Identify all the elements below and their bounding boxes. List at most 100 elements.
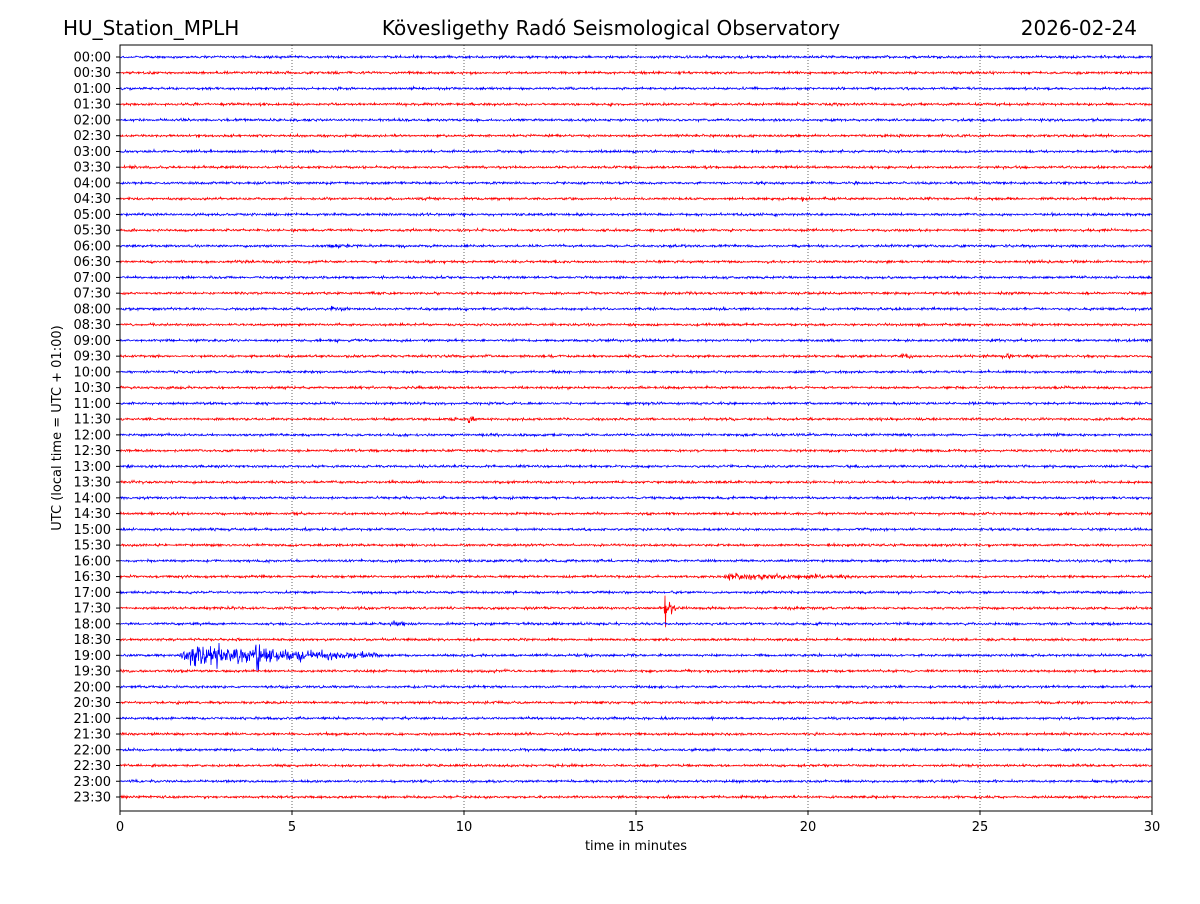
y-tick-label: 07:00 — [74, 271, 111, 286]
x-axis: 0 5 10 15 20 25 30 — [116, 811, 1160, 835]
y-tick-label: 21:00 — [74, 712, 111, 727]
y-tick-label: 11:30 — [74, 413, 111, 428]
y-tick-label: 13:00 — [74, 460, 111, 475]
y-tick-label: 01:30 — [74, 98, 111, 113]
trace-0500 — [120, 211, 1153, 218]
trace-0630 — [119, 258, 1153, 266]
trace-2200 — [119, 746, 1153, 753]
trace-1630 — [119, 572, 1153, 581]
y-tick-label: 23:30 — [74, 791, 111, 806]
trace-2330 — [119, 794, 1153, 800]
station-label: HU_Station_MPLH — [63, 16, 239, 40]
y-tick-label: 02:00 — [74, 113, 111, 128]
x-tick-label: 25 — [972, 820, 989, 835]
trace-2100 — [119, 715, 1153, 722]
trace-0100 — [119, 85, 1153, 92]
y-tick-label: 07:30 — [74, 287, 111, 302]
trace-0130 — [119, 100, 1153, 108]
y-tick-label: 04:30 — [74, 192, 111, 207]
y-tick-label: 18:30 — [74, 633, 111, 648]
y-axis-label: UTC (local time = UTC + 01:00) — [50, 325, 65, 530]
trace-1030 — [119, 384, 1153, 391]
y-tick-label: 17:30 — [74, 602, 111, 617]
trace-0200 — [119, 116, 1153, 124]
date-label: 2026-02-24 — [1021, 16, 1137, 40]
y-tick-label: 12:30 — [74, 444, 111, 459]
trace-2000 — [119, 683, 1153, 690]
x-tick-label: 5 — [288, 820, 296, 835]
x-tick-label: 10 — [456, 820, 473, 835]
trace-0700 — [120, 274, 1153, 281]
trace-0330 — [119, 164, 1153, 171]
y-tick-label: 19:00 — [74, 649, 111, 664]
y-tick-label: 15:00 — [74, 523, 111, 538]
y-tick-label: 14:30 — [74, 507, 111, 522]
y-tick-label: 20:00 — [74, 680, 111, 695]
trace-0030 — [119, 69, 1153, 76]
trace-2300 — [120, 778, 1153, 785]
y-tick-label: 03:30 — [74, 161, 111, 176]
trace-1830 — [119, 636, 1153, 643]
y-tick-label: 16:30 — [74, 570, 111, 585]
y-tick-label: 23:00 — [74, 775, 111, 790]
trace-0000 — [119, 53, 1153, 60]
trace-0730 — [119, 290, 1153, 297]
trace-0600 — [119, 242, 1153, 250]
y-tick-label: 08:00 — [74, 302, 111, 317]
x-tick-label: 30 — [1144, 820, 1161, 835]
trace-1930 — [119, 667, 1153, 674]
y-tick-label: 13:30 — [74, 476, 111, 491]
y-tick-label: 05:30 — [74, 224, 111, 239]
y-tick-label: 02:30 — [74, 129, 111, 144]
y-tick-label: 15:30 — [74, 539, 111, 554]
trace-1230 — [119, 447, 1153, 454]
trace-1200 — [119, 431, 1153, 439]
y-tick-label: 16:00 — [74, 554, 111, 569]
y-tick-label: 05:00 — [74, 208, 111, 223]
y-tick-label: 21:30 — [74, 728, 111, 743]
y-tick-label: 17:00 — [74, 586, 111, 601]
y-tick-label: 10:30 — [74, 381, 111, 396]
y-tick-label: 14:00 — [74, 491, 111, 506]
y-tick-label: 06:00 — [74, 239, 111, 254]
trace-1800 — [119, 620, 1153, 627]
y-tick-label: 11:00 — [74, 397, 111, 412]
x-tick-label: 0 — [116, 820, 124, 835]
trace-1530 — [119, 541, 1153, 549]
trace-0230 — [119, 132, 1153, 139]
trace-0930 — [119, 352, 1153, 360]
traces — [119, 53, 1153, 800]
x-tick-label: 20 — [800, 820, 817, 835]
trace-1600 — [119, 557, 1153, 565]
trace-0900 — [119, 337, 1153, 344]
y-tick-label: 04:00 — [74, 176, 111, 191]
trace-1400 — [119, 494, 1153, 501]
y-tick-label: 00:00 — [74, 51, 111, 66]
y-tick-label: 08:30 — [74, 318, 111, 333]
trace-2230 — [119, 762, 1153, 769]
trace-1900 — [119, 642, 1153, 672]
trace-1100 — [119, 400, 1152, 407]
trace-1130 — [119, 415, 1153, 424]
trace-1500 — [119, 526, 1153, 533]
trace-0400 — [119, 179, 1153, 186]
trace-0800 — [119, 305, 1153, 312]
y-tick-label: 10:00 — [74, 365, 111, 380]
y-tick-label: 06:30 — [74, 255, 111, 270]
y-tick-label: 18:00 — [74, 617, 111, 632]
y-tick-label: 09:00 — [74, 334, 111, 349]
trace-0430 — [119, 195, 1153, 202]
trace-0530 — [119, 227, 1153, 234]
y-tick-label: 03:00 — [74, 145, 111, 160]
trace-2030 — [119, 699, 1153, 706]
y-tick-label: 20:30 — [74, 696, 111, 711]
trace-2130 — [119, 730, 1153, 738]
x-tick-label: 15 — [628, 820, 645, 835]
trace-1300 — [119, 463, 1153, 470]
x-axis-label: time in minutes — [585, 839, 687, 854]
trace-1000 — [119, 368, 1153, 375]
trace-0300 — [120, 148, 1153, 155]
y-tick-label: 19:30 — [74, 665, 111, 680]
y-tick-label: 01:00 — [74, 82, 111, 97]
